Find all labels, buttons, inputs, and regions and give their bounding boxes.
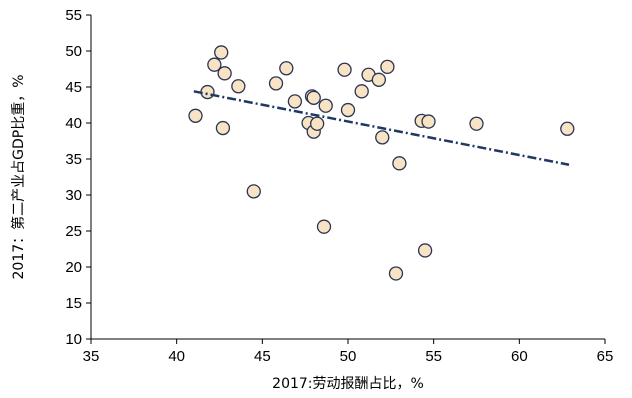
y-tick-label: 55 (65, 7, 82, 24)
data-point (207, 57, 222, 72)
y-tick-label: 15 (65, 295, 82, 312)
data-point (231, 79, 246, 94)
data-point (354, 84, 369, 99)
y-axis-ticks: 10 15 20 25 30 35 40 45 50 55 (65, 7, 91, 348)
data-point (421, 114, 436, 129)
y-tick-label: 20 (65, 259, 82, 276)
data-point (392, 156, 407, 171)
y-tick-label: 10 (65, 331, 82, 348)
data-point (310, 116, 325, 131)
data-point (337, 62, 352, 77)
y-tick-label: 25 (65, 223, 82, 240)
data-point (469, 116, 484, 131)
x-axis-title: 2017:劳动报酬占比，% (272, 376, 424, 392)
data-points (188, 45, 575, 281)
data-point (388, 266, 404, 281)
data-point (188, 108, 203, 123)
data-point (268, 76, 284, 91)
trendline (193, 90, 570, 166)
data-point (246, 184, 261, 199)
x-tick-label: 45 (254, 348, 271, 365)
x-tick-label: 55 (425, 348, 442, 365)
data-point (318, 98, 333, 113)
y-tick-label: 50 (65, 43, 82, 60)
x-tick-label: 35 (83, 348, 100, 365)
data-point (371, 72, 386, 87)
data-point (375, 130, 390, 145)
data-point (215, 120, 231, 136)
x-tick-label: 65 (597, 348, 614, 365)
x-tick-label: 50 (340, 348, 357, 365)
data-point (214, 45, 229, 60)
y-tick-label: 35 (65, 151, 82, 168)
data-point (279, 61, 294, 76)
data-point (417, 243, 433, 258)
y-tick-label: 45 (65, 79, 82, 96)
data-point (217, 66, 232, 81)
data-point (380, 59, 395, 74)
data-point (287, 94, 303, 109)
data-point (200, 84, 215, 100)
y-tick-label: 30 (65, 187, 82, 204)
data-point (340, 102, 356, 118)
data-point (306, 90, 321, 105)
y-tick-label: 40 (65, 115, 82, 132)
data-point (560, 121, 575, 136)
x-tick-label: 60 (511, 348, 528, 365)
x-axis-ticks: 35 40 45 50 55 60 65 (83, 339, 614, 365)
x-tick-label: 40 (168, 348, 185, 365)
data-point (316, 219, 332, 234)
y-axis-title: 2017：第二产业占GDP比重，% (10, 74, 27, 279)
